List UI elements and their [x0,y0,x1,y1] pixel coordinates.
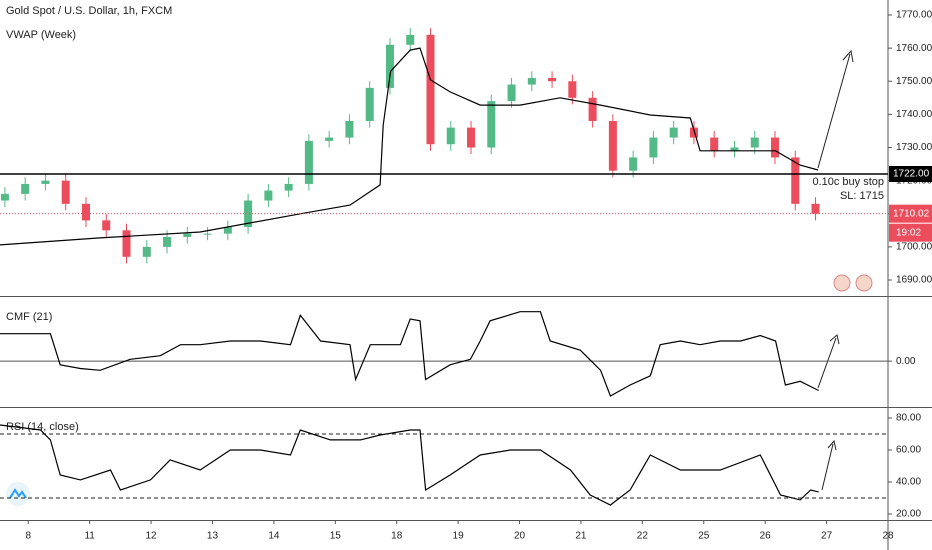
x-tick-label: 8 [25,531,31,542]
y-tick-label: 1740.00 [896,109,932,120]
candle-body [41,180,50,184]
logo [6,482,30,506]
candle-body [568,81,577,98]
arrow-head [829,334,840,345]
price-label: 1722.00 [893,169,930,180]
annotation: SL: 1715 [840,190,884,202]
arrow [817,53,851,169]
annotation: 0.10c buy stop [812,176,884,188]
x-tick-label: 25 [698,531,710,542]
candle-body [771,137,780,158]
candle-body [669,127,678,138]
x-tick-label: 28 [882,531,894,542]
candle-body [487,101,496,148]
x-tick-label: 22 [637,531,649,542]
y-tick-label: 1730.00 [896,142,932,153]
candle-body [264,190,273,201]
arrow-head [842,49,854,63]
candle-body [629,157,638,171]
x-tick-label: 13 [207,531,219,542]
y-tick-label: 1690.00 [896,275,932,286]
candle-body [284,183,293,191]
candle-body [507,84,516,102]
candle-body [406,34,415,45]
y-tick-label: 1770.00 [896,10,932,21]
countdown-label: 19:02 [896,227,921,238]
candle-body [203,233,212,235]
candle-body [325,137,334,141]
candle-body [142,246,151,257]
price-label-box [889,204,932,223]
x-tick-label: 18 [391,531,403,542]
indicator-title: CMF (21) [6,311,52,323]
x-tick-label: 12 [146,531,158,542]
candle-body [527,77,536,85]
countdown-box [889,223,932,242]
y-tick-label: 60.00 [896,445,921,456]
badge [855,274,873,292]
candle-body [446,127,455,145]
candle-body [608,121,617,171]
y-tick-label: 40.00 [896,477,921,488]
series-line [0,47,819,246]
candle-body [102,220,111,231]
candle-body [548,77,557,82]
candle-body [811,203,820,214]
candle-body [750,137,759,148]
x-tick-label: 21 [575,531,587,542]
chart-title: Gold Spot / U.S. Dollar, 1h, FXCM [6,5,172,17]
price-label-box [889,166,932,183]
x-tick-label: 14 [268,531,280,542]
series-line [0,424,819,506]
y-tick-label: 0.00 [896,356,916,367]
candle-body [426,34,435,145]
candle-body [163,236,172,247]
candle-body [385,44,394,88]
candle-body [588,97,597,122]
candle-body [61,180,70,204]
candle-body [649,137,658,158]
logo-mark [9,488,27,499]
series-line [0,311,819,397]
indicator-title: VWAP (Week) [6,29,76,41]
x-tick-label: 15 [330,531,342,542]
arrow [817,337,837,389]
candle-body [467,127,476,148]
indicator-title: RSI (14, close) [6,421,79,433]
price-label: 1710.02 [893,208,930,219]
candle-body [365,87,374,122]
candle-body [223,227,232,234]
x-tick-label: 26 [760,531,772,542]
candle-body [122,230,131,257]
y-tick-label: 1760.00 [896,43,932,54]
x-tick-label: 27 [821,531,833,542]
y-tick-label: 1750.00 [896,76,932,87]
x-tick-label: 19 [453,531,465,542]
x-tick-label: 11 [84,531,95,542]
y-tick-label: 1700.00 [896,242,932,253]
candle-body [791,157,800,204]
arrows [817,49,854,491]
arrow-head [827,439,837,451]
x-tick-label: 20 [514,531,526,542]
candle-body [183,233,192,237]
candle-body [345,121,354,138]
badges [833,274,873,292]
badge [833,274,851,292]
arrow [821,443,834,491]
candle-body [0,193,9,201]
candle-body [710,137,719,151]
candle-body [21,183,30,194]
candle-body [689,127,698,138]
y-tick-label: 20.00 [896,509,921,520]
candle-body [304,140,313,184]
candle-body [81,203,90,221]
y-tick-label: 80.00 [896,413,921,424]
candle-body [244,200,253,228]
candle-body [730,147,739,151]
